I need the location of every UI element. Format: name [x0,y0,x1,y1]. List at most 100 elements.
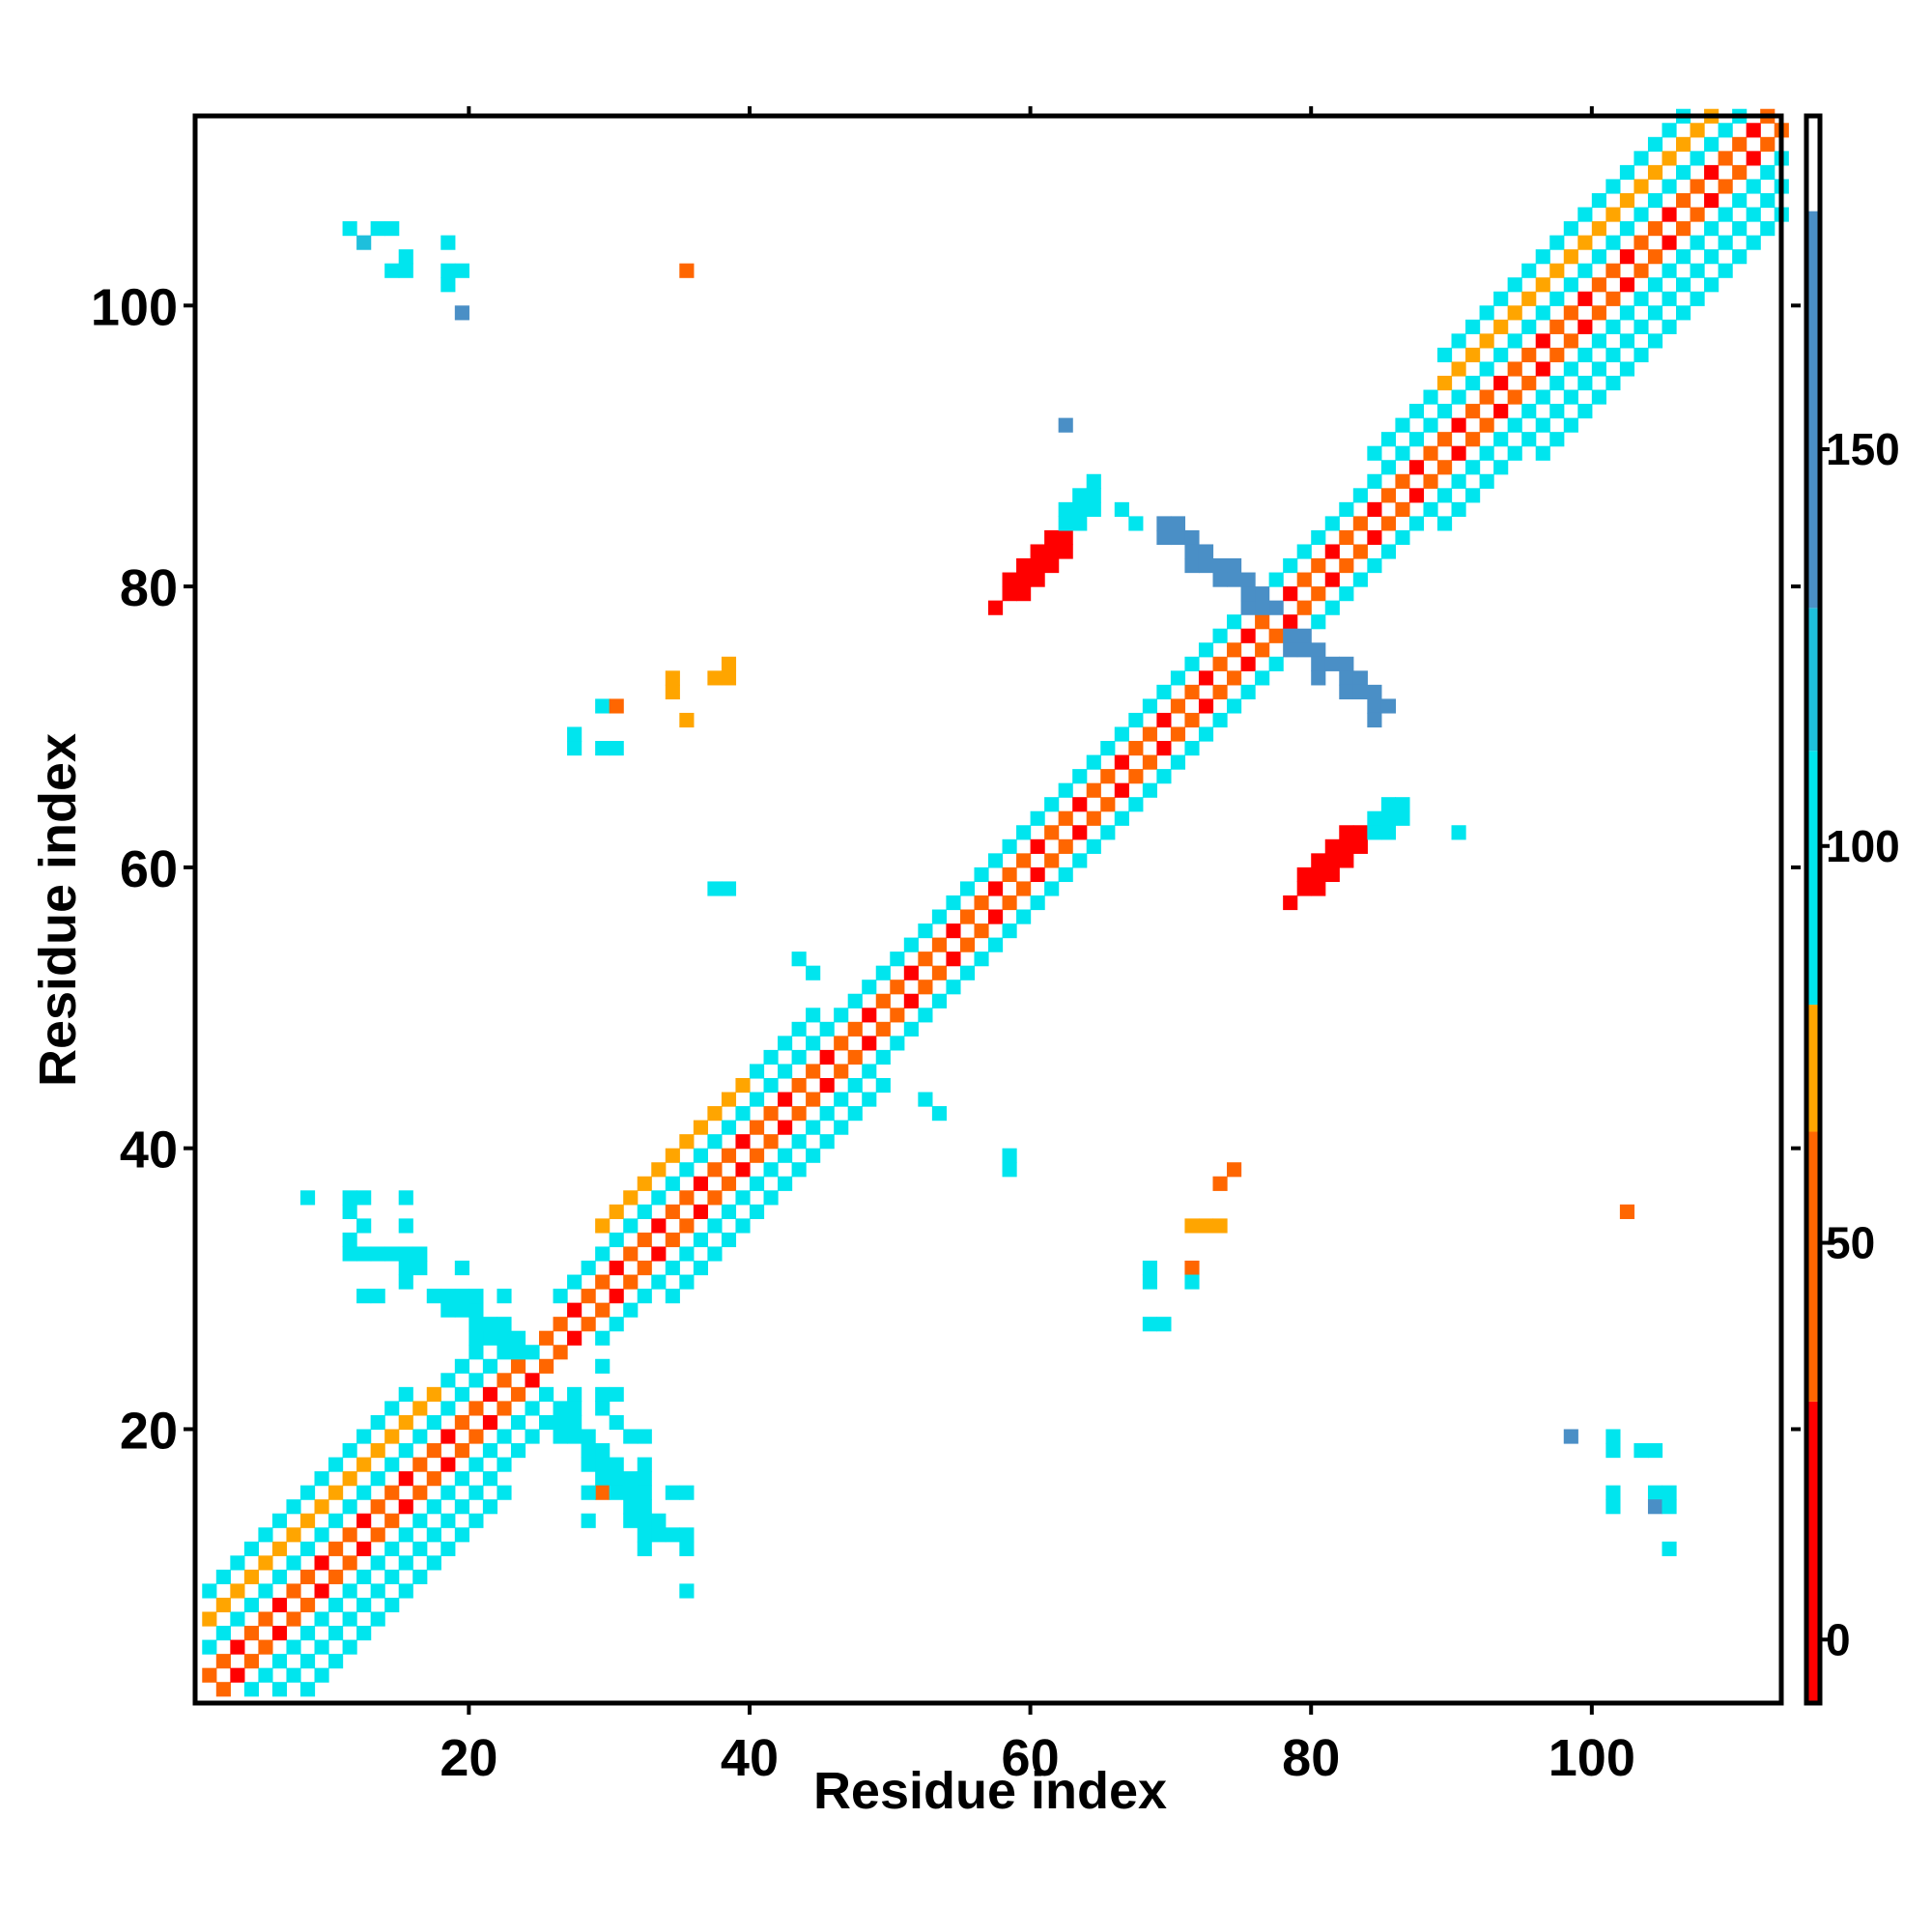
heatmap-cell [1591,333,1606,349]
heatmap-cell [370,1443,385,1459]
heatmap-cell [609,1386,624,1402]
heatmap-cell [1662,235,1677,250]
heatmap-cell [1634,151,1649,166]
heatmap-cell [328,1457,344,1472]
x-tick-label: 60 [1002,1729,1060,1787]
heatmap-cell [834,1064,849,1079]
heatmap-cell [1016,825,1032,840]
heatmap-cell [1535,445,1550,461]
heatmap-cell [581,1261,596,1276]
heatmap-cell [1240,656,1256,671]
heatmap-cell [581,1429,596,1444]
heatmap-cell [286,1639,301,1655]
x-tick-label: 80 [1282,1729,1340,1787]
heatmap-cell [1479,361,1494,377]
heatmap-cell [1058,810,1073,826]
heatmap-cell [1676,277,1691,293]
heatmap-cell [398,1414,413,1431]
heatmap-cell [440,263,456,278]
heatmap-cell [1156,684,1172,699]
heatmap-cell [1227,1162,1242,1178]
heatmap-cell [1324,572,1340,587]
heatmap-cell [1198,1218,1214,1234]
heatmap-cell [1605,179,1621,194]
heatmap-cell [1030,838,1045,854]
heatmap-cell [595,1330,611,1346]
heatmap-cell [1451,389,1466,405]
heatmap-cell [806,1064,821,1079]
heatmap-cell [791,1021,807,1037]
colorbar: 0 50 100 150 [1804,113,1900,1706]
heatmap-cell [1380,825,1396,840]
heatmap-cell [1086,810,1101,826]
colorbar-tick-label: 150 [1826,424,1900,474]
heatmap-cell [1521,347,1537,363]
heatmap-cell [1465,347,1481,363]
heatmap-cell [1367,473,1382,489]
heatmap-cell [1760,221,1776,237]
heatmap-cell [791,952,807,967]
heatmap-cell [623,1190,639,1206]
heatmap-cell [243,1569,259,1585]
heatmap-cell [763,1077,779,1094]
heatmap-cell [1311,670,1326,686]
heatmap-cell [440,1373,456,1388]
heatmap-cell [1704,249,1719,265]
heatmap-cell [440,235,456,250]
heatmap-cell [1591,389,1606,405]
heatmap-cell [778,1036,793,1051]
heatmap-cell [1352,516,1368,531]
colorbar-segment [1806,751,1820,1006]
heatmap-cell [1619,164,1635,181]
heatmap-cell [497,1401,512,1416]
heatmap-cell [1198,558,1214,574]
heatmap-cell [1605,319,1621,334]
heatmap-cell [1255,670,1270,686]
heatmap-cell [946,980,961,995]
heatmap-cell [1380,516,1396,531]
heatmap-cell [1690,235,1705,250]
heatmap-cell [931,909,948,924]
heatmap-cell [215,1569,231,1585]
heatmap-cell [328,1654,344,1669]
heatmap-cell [595,1485,611,1500]
heatmap-cell [412,1261,428,1276]
colorbar-segment [1806,608,1820,752]
heatmap-cell [314,1611,329,1627]
heatmap-cell [426,1289,441,1304]
heatmap-cell [1647,192,1663,209]
heatmap-cell [806,1120,821,1135]
heatmap-cell [1352,572,1368,587]
heatmap-cell [299,1190,316,1206]
heatmap-cell [778,1120,793,1135]
heatmap-cell [1605,1499,1621,1515]
heatmap-cell [243,1597,259,1613]
heatmap-cell [1521,263,1537,278]
heatmap-cell [1746,151,1761,166]
heatmap-cell [286,1583,301,1599]
heatmap-cell [707,1218,723,1234]
heatmap-cell [1746,179,1761,194]
heatmap-cell [243,1654,259,1669]
heatmap-cell [1072,501,1088,517]
heatmap-cell [1114,501,1129,517]
heatmap-cell [595,1302,611,1318]
heatmap-cell [370,1499,385,1515]
heatmap-cell [202,1583,217,1599]
heatmap-cell [1002,1148,1017,1163]
heatmap-cell [791,1162,807,1178]
heatmap-cell [1451,825,1466,840]
heatmap-cell [230,1583,245,1599]
heatmap-cell [497,1429,512,1444]
heatmap-cell [679,263,695,278]
heatmap-cell [1605,375,1621,391]
heatmap-cell [482,1358,498,1374]
heatmap-cell [1605,235,1621,250]
heatmap-cell [1676,164,1691,181]
heatmap-cell [1662,1485,1677,1500]
heatmap-cell [1690,263,1705,278]
heatmap-cell [202,1639,217,1655]
colorbar-segment [1806,1005,1820,1132]
heatmap-cell [398,1246,413,1262]
heatmap-cell [384,1541,400,1556]
